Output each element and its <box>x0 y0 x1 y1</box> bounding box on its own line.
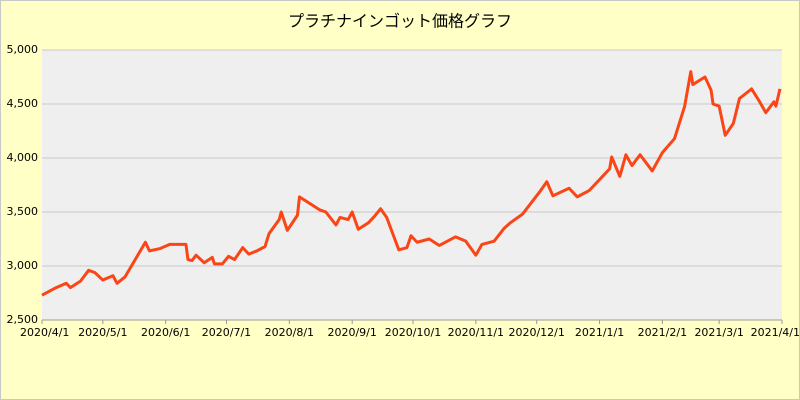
x-tick-label: 2021/3/1 <box>694 326 743 339</box>
x-tick-label: 2021/1/1 <box>575 326 624 339</box>
x-tick-label: 2020/10/1 <box>385 326 441 339</box>
x-tick-label: 2020/11/1 <box>448 326 504 339</box>
y-tick-label: 3,500 <box>7 205 39 218</box>
chart-title: プラチナインゴット価格グラフ <box>288 12 512 31</box>
x-tick-label: 2020/8/1 <box>265 326 314 339</box>
y-tick-label: 3,000 <box>7 259 39 272</box>
x-tick-label: 2020/4/1 <box>20 326 69 339</box>
x-tick-label: 2020/9/1 <box>327 326 376 339</box>
line-series <box>41 70 782 297</box>
x-tick-label: 2020/7/1 <box>202 326 251 339</box>
x-tick-label: 2021/4/1 <box>751 326 800 339</box>
x-tick-label: 2021/2/1 <box>638 326 687 339</box>
y-tick-label: 4,000 <box>7 151 39 164</box>
x-tick-label: 2020/5/1 <box>78 326 127 339</box>
x-tick-label: 2020/6/1 <box>141 326 190 339</box>
y-tick-label: 5,000 <box>7 43 39 56</box>
plot-area <box>42 50 782 320</box>
y-tick-label: 4,500 <box>7 97 39 110</box>
y-tick-label: 2,500 <box>7 313 39 326</box>
x-tick-label: 2020/12/1 <box>508 326 564 339</box>
